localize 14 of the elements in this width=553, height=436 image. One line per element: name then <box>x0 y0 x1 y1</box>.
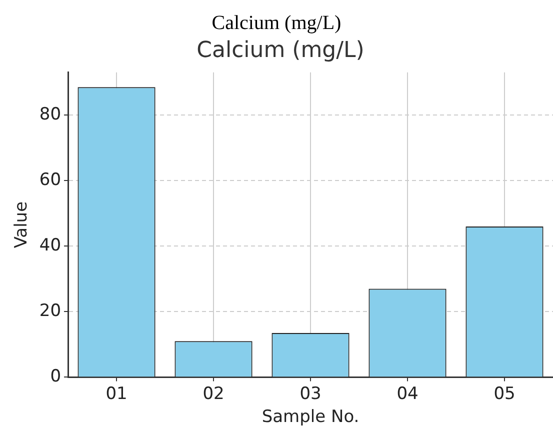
x-axis-title: Sample No. <box>262 407 360 428</box>
chart-title: Calcium (mg/L) <box>210 11 342 36</box>
y-tick-label: 20 <box>39 301 62 322</box>
x-tick-label: 01 <box>106 384 128 404</box>
y-tick-label: 80 <box>39 104 62 124</box>
x-tick-label: 02 <box>202 384 224 404</box>
x-tick-label: 04 <box>396 384 418 404</box>
y-axis-title: Value <box>12 201 32 248</box>
chart-subtitle: Calcium (mg/L) <box>196 38 364 63</box>
x-tick-label: 05 <box>494 384 516 404</box>
y-tick-label: 40 <box>39 236 62 256</box>
y-tick-label: 0 <box>50 366 62 387</box>
x-tick-label: 03 <box>300 384 322 404</box>
y-tick-label: 60 <box>39 170 62 190</box>
